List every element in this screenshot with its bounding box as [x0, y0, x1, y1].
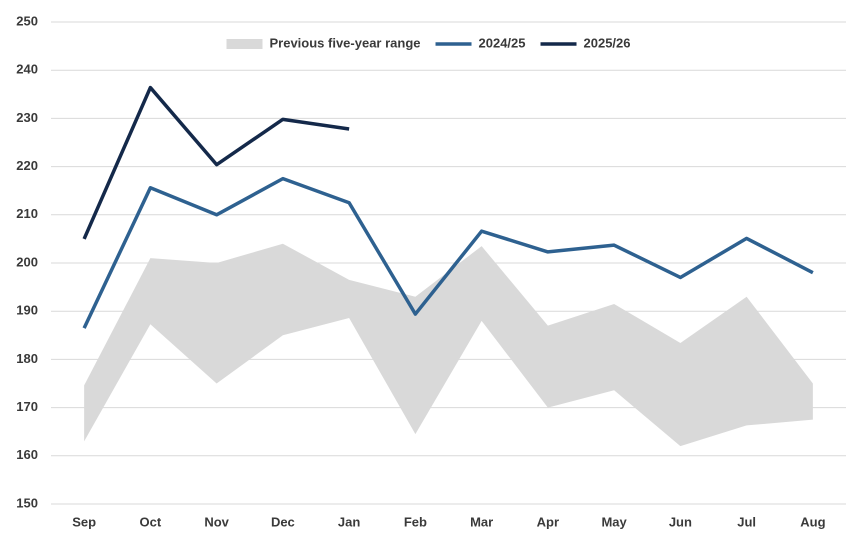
y-tick-label: 150: [16, 495, 38, 510]
x-tick-label: Dec: [271, 514, 295, 529]
x-tick-label: Mar: [470, 514, 493, 529]
x-tick-label: Jul: [737, 514, 756, 529]
y-tick-label: 190: [16, 303, 38, 318]
y-tick-label: 180: [16, 351, 38, 366]
range-band: [84, 243, 813, 447]
x-tick-label: Apr: [537, 514, 559, 529]
legend-swatch: [226, 39, 263, 49]
y-tick-label: 160: [16, 447, 38, 462]
x-tick-label: Feb: [404, 514, 427, 529]
x-tick-label: May: [601, 514, 627, 529]
line-series: [82, 85, 350, 240]
x-tick-label: Nov: [204, 514, 229, 529]
y-tick-label: 230: [16, 110, 38, 125]
legend-label: Previous five-year range: [269, 35, 420, 50]
line-series: [82, 176, 814, 329]
x-tick-label: Jan: [338, 514, 360, 529]
x-tick-label: Jun: [669, 514, 692, 529]
y-tick-label: 250: [16, 13, 38, 28]
y-tick-label: 200: [16, 254, 38, 269]
x-tick-label: Sep: [72, 514, 96, 529]
legend-label: 2024/25: [479, 35, 526, 50]
y-tick-label: 220: [16, 158, 38, 173]
y-tick-label: 170: [16, 399, 38, 414]
y-tick-label: 240: [16, 62, 38, 77]
legend-label: 2025/26: [584, 35, 631, 50]
x-tick-label: Aug: [800, 514, 825, 529]
y-tick-label: 210: [16, 206, 38, 221]
legend: Previous five-year range 2024/25 2025/26: [226, 35, 631, 50]
x-tick-label: Oct: [140, 514, 162, 529]
